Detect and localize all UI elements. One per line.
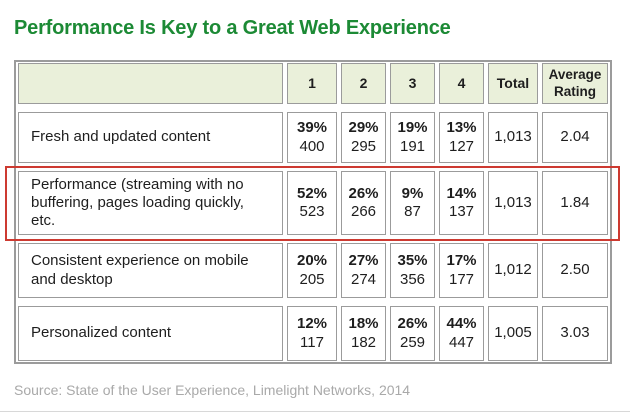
- total-cell: 1,005: [488, 306, 538, 361]
- average-rating-cell: 3.03: [542, 306, 608, 361]
- percent-value: 12%: [296, 315, 328, 333]
- rank-cell: 44% 447: [439, 306, 484, 361]
- count-value: 177: [448, 270, 475, 288]
- rank-cell: 52% 523: [287, 171, 337, 235]
- count-value: 127: [448, 137, 475, 155]
- average-rating-cell: 2.50: [542, 243, 608, 298]
- header-cell-rank-1: 1: [287, 63, 337, 104]
- count-value: 205: [299, 270, 325, 288]
- total-cell: 1,013: [488, 171, 538, 235]
- count-value: 259: [399, 333, 426, 351]
- header-cell-blank: [18, 63, 283, 104]
- rank-cell: 14% 137: [439, 171, 484, 235]
- percent-value: 26%: [348, 184, 379, 202]
- rank-cell: 29% 295: [341, 112, 386, 163]
- table-row: Personalized content 12% 117 18% 182 26%…: [18, 306, 608, 361]
- percent-value: 17%: [446, 252, 477, 270]
- count-value: 191: [399, 137, 426, 155]
- count-value: 523: [299, 203, 325, 220]
- count-value: 400: [299, 137, 325, 155]
- table-row: Consistent experience on mobile and desk…: [18, 243, 608, 298]
- percent-value: 20%: [296, 252, 328, 270]
- table-row: Fresh and updated content 39% 400 29% 29…: [18, 112, 608, 163]
- row-label: Personalized content: [18, 306, 283, 361]
- header-cell-rank-3: 3: [390, 63, 435, 104]
- page-title: Performance Is Key to a Great Web Experi…: [14, 17, 451, 39]
- count-value: 356: [399, 270, 426, 288]
- rank-cell: 35% 356: [390, 243, 435, 298]
- rank-cell: 18% 182: [341, 306, 386, 361]
- header-cell-total: Total: [488, 63, 538, 104]
- table-row-highlighted: Performance (streaming with no buffering…: [18, 171, 608, 235]
- rank-cell: 9% 87: [390, 171, 435, 235]
- percent-value: 18%: [348, 315, 379, 333]
- percent-value: 39%: [296, 119, 328, 137]
- rank-cell: 27% 274: [341, 243, 386, 298]
- average-rating-cell: 2.04: [542, 112, 608, 163]
- count-value: 182: [350, 333, 377, 351]
- percent-value: 44%: [446, 315, 477, 333]
- table-header-row: 1 2 3 4 Total Average Rating: [18, 63, 608, 104]
- count-value: 137: [448, 203, 475, 220]
- data-table: 1 2 3 4 Total Average Rating Fresh and u…: [14, 60, 612, 364]
- row-label: Consistent experience on mobile and desk…: [18, 243, 283, 298]
- percent-value: 19%: [397, 119, 428, 137]
- count-value: 295: [350, 137, 377, 155]
- percent-value: 14%: [446, 184, 477, 202]
- total-cell: 1,012: [488, 243, 538, 298]
- rank-cell: 19% 191: [390, 112, 435, 163]
- count-value: 447: [448, 333, 475, 351]
- rank-cell: 13% 127: [439, 112, 484, 163]
- percent-value: 9%: [401, 184, 424, 202]
- rank-cell: 12% 117: [287, 306, 337, 361]
- percent-value: 26%: [397, 315, 428, 333]
- count-value: 87: [404, 203, 421, 220]
- total-cell: 1,013: [488, 112, 538, 163]
- rank-cell: 39% 400: [287, 112, 337, 163]
- rank-cell: 17% 177: [439, 243, 484, 298]
- percent-value: 27%: [348, 252, 379, 270]
- percent-value: 29%: [348, 119, 379, 137]
- rank-cell: 20% 205: [287, 243, 337, 298]
- count-value: 274: [350, 270, 377, 288]
- count-value: 117: [300, 333, 324, 351]
- rank-cell: 26% 259: [390, 306, 435, 361]
- source-caption: Source: State of the User Experience, Li…: [14, 382, 411, 398]
- header-cell-rank-2: 2: [341, 63, 386, 104]
- row-label: Fresh and updated content: [18, 112, 283, 163]
- percent-value: 52%: [296, 184, 328, 202]
- percent-value: 35%: [397, 252, 428, 270]
- count-value: 266: [350, 203, 377, 220]
- rank-cell: 26% 266: [341, 171, 386, 235]
- header-cell-rank-4: 4: [439, 63, 484, 104]
- row-label: Performance (streaming with no buffering…: [18, 171, 283, 235]
- percent-value: 13%: [446, 119, 477, 137]
- average-rating-cell: 1.84: [542, 171, 608, 235]
- header-cell-average-rating: Average Rating: [542, 63, 608, 104]
